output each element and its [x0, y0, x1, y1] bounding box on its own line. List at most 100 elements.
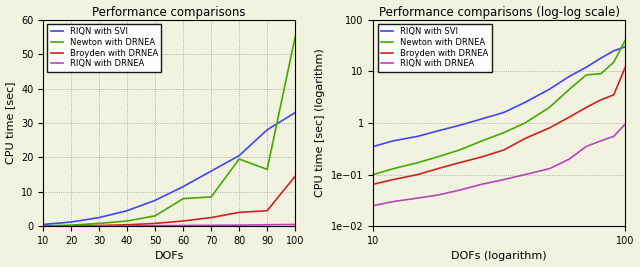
- RIQN with DRNEA: [610, 135, 618, 138]
- RIQN with DRNEA: [545, 167, 553, 170]
- Newton with DRNEA: [179, 197, 187, 200]
- Legend: RIQN with SVI, Newton with DRNEA, Broyden with DRNEA, RIQN with DRNEA: RIQN with SVI, Newton with DRNEA, Broyde…: [378, 24, 492, 72]
- RIQN with DRNEA: [456, 189, 463, 192]
- Line: RIQN with SVI: RIQN with SVI: [373, 47, 625, 147]
- Newton with DRNEA: [151, 214, 159, 217]
- Line: Broyden with DRNEA: Broyden with DRNEA: [373, 67, 625, 184]
- Newton with DRNEA: [610, 61, 618, 64]
- Broyden with DRNEA: [582, 106, 590, 109]
- Line: Newton with DRNEA: Newton with DRNEA: [44, 37, 295, 226]
- Newton with DRNEA: [95, 222, 103, 225]
- RIQN with SVI: [95, 216, 103, 219]
- Broyden with DRNEA: [95, 224, 103, 227]
- RIQN with SVI: [67, 221, 75, 224]
- Broyden with DRNEA: [414, 173, 422, 176]
- Line: RIQN with DRNEA: RIQN with DRNEA: [373, 124, 625, 206]
- RIQN with SVI: [414, 135, 422, 138]
- RIQN with DRNEA: [597, 139, 605, 143]
- RIQN with SVI: [236, 154, 243, 157]
- RIQN with DRNEA: [582, 145, 590, 148]
- Newton with DRNEA: [545, 106, 553, 109]
- RIQN with DRNEA: [414, 197, 422, 200]
- RIQN with SVI: [621, 45, 629, 48]
- X-axis label: DOFs: DOFs: [154, 252, 184, 261]
- RIQN with SVI: [456, 124, 463, 127]
- Line: RIQN with SVI: RIQN with SVI: [44, 113, 295, 225]
- Y-axis label: CPU time [sec]: CPU time [sec]: [6, 82, 15, 164]
- Newton with DRNEA: [597, 72, 605, 75]
- RIQN with DRNEA: [434, 194, 442, 197]
- Newton with DRNEA: [582, 73, 590, 77]
- RIQN with DRNEA: [621, 123, 629, 126]
- RIQN with DRNEA: [179, 224, 187, 227]
- Broyden with DRNEA: [67, 224, 75, 227]
- Newton with DRNEA: [521, 121, 529, 124]
- Broyden with DRNEA: [291, 175, 299, 178]
- Newton with DRNEA: [291, 35, 299, 38]
- Newton with DRNEA: [40, 224, 47, 227]
- Broyden with DRNEA: [390, 178, 397, 181]
- Broyden with DRNEA: [40, 224, 47, 227]
- RIQN with SVI: [545, 88, 553, 91]
- Newton with DRNEA: [414, 161, 422, 164]
- RIQN with SVI: [40, 223, 47, 226]
- Broyden with DRNEA: [124, 223, 131, 226]
- Newton with DRNEA: [263, 168, 271, 171]
- RIQN with SVI: [263, 128, 271, 131]
- RIQN with SVI: [610, 49, 618, 52]
- Broyden with DRNEA: [207, 216, 215, 219]
- Broyden with DRNEA: [369, 183, 377, 186]
- Newton with DRNEA: [369, 173, 377, 176]
- Broyden with DRNEA: [179, 219, 187, 223]
- RIQN with SVI: [478, 117, 486, 120]
- RIQN with SVI: [151, 199, 159, 202]
- Newton with DRNEA: [621, 39, 629, 42]
- Line: RIQN with DRNEA: RIQN with DRNEA: [44, 225, 295, 226]
- RIQN with DRNEA: [566, 158, 573, 161]
- Broyden with DRNEA: [597, 98, 605, 101]
- Y-axis label: CPU time [sec] (logarithm): CPU time [sec] (logarithm): [316, 49, 325, 197]
- RIQN with DRNEA: [207, 224, 215, 227]
- Broyden with DRNEA: [610, 93, 618, 96]
- RIQN with SVI: [582, 66, 590, 69]
- Broyden with DRNEA: [545, 126, 553, 129]
- RIQN with DRNEA: [521, 173, 529, 176]
- Broyden with DRNEA: [456, 161, 463, 164]
- Broyden with DRNEA: [151, 222, 159, 225]
- RIQN with SVI: [521, 101, 529, 104]
- Line: Newton with DRNEA: Newton with DRNEA: [373, 40, 625, 175]
- Line: Broyden with DRNEA: Broyden with DRNEA: [44, 176, 295, 226]
- RIQN with DRNEA: [263, 223, 271, 226]
- Title: Performance comparisons: Performance comparisons: [92, 6, 246, 18]
- RIQN with DRNEA: [67, 225, 75, 228]
- RIQN with SVI: [124, 209, 131, 212]
- RIQN with SVI: [291, 111, 299, 114]
- RIQN with SVI: [207, 170, 215, 173]
- Newton with DRNEA: [434, 155, 442, 159]
- Broyden with DRNEA: [236, 211, 243, 214]
- RIQN with SVI: [434, 129, 442, 132]
- RIQN with SVI: [597, 57, 605, 60]
- RIQN with SVI: [179, 185, 187, 188]
- Newton with DRNEA: [390, 167, 397, 170]
- RIQN with DRNEA: [95, 224, 103, 227]
- RIQN with SVI: [390, 139, 397, 143]
- Broyden with DRNEA: [521, 137, 529, 140]
- Newton with DRNEA: [236, 158, 243, 161]
- Newton with DRNEA: [124, 219, 131, 223]
- RIQN with DRNEA: [390, 200, 397, 203]
- RIQN with DRNEA: [40, 225, 47, 228]
- Broyden with DRNEA: [434, 167, 442, 170]
- RIQN with DRNEA: [369, 204, 377, 207]
- Broyden with DRNEA: [621, 66, 629, 69]
- X-axis label: DOFs (logarithm): DOFs (logarithm): [451, 252, 547, 261]
- RIQN with SVI: [500, 111, 508, 114]
- Newton with DRNEA: [566, 88, 573, 91]
- Newton with DRNEA: [500, 131, 508, 134]
- RIQN with DRNEA: [151, 224, 159, 227]
- Newton with DRNEA: [67, 223, 75, 227]
- Broyden with DRNEA: [478, 155, 486, 159]
- RIQN with DRNEA: [478, 183, 486, 186]
- Newton with DRNEA: [207, 195, 215, 199]
- RIQN with DRNEA: [124, 224, 131, 227]
